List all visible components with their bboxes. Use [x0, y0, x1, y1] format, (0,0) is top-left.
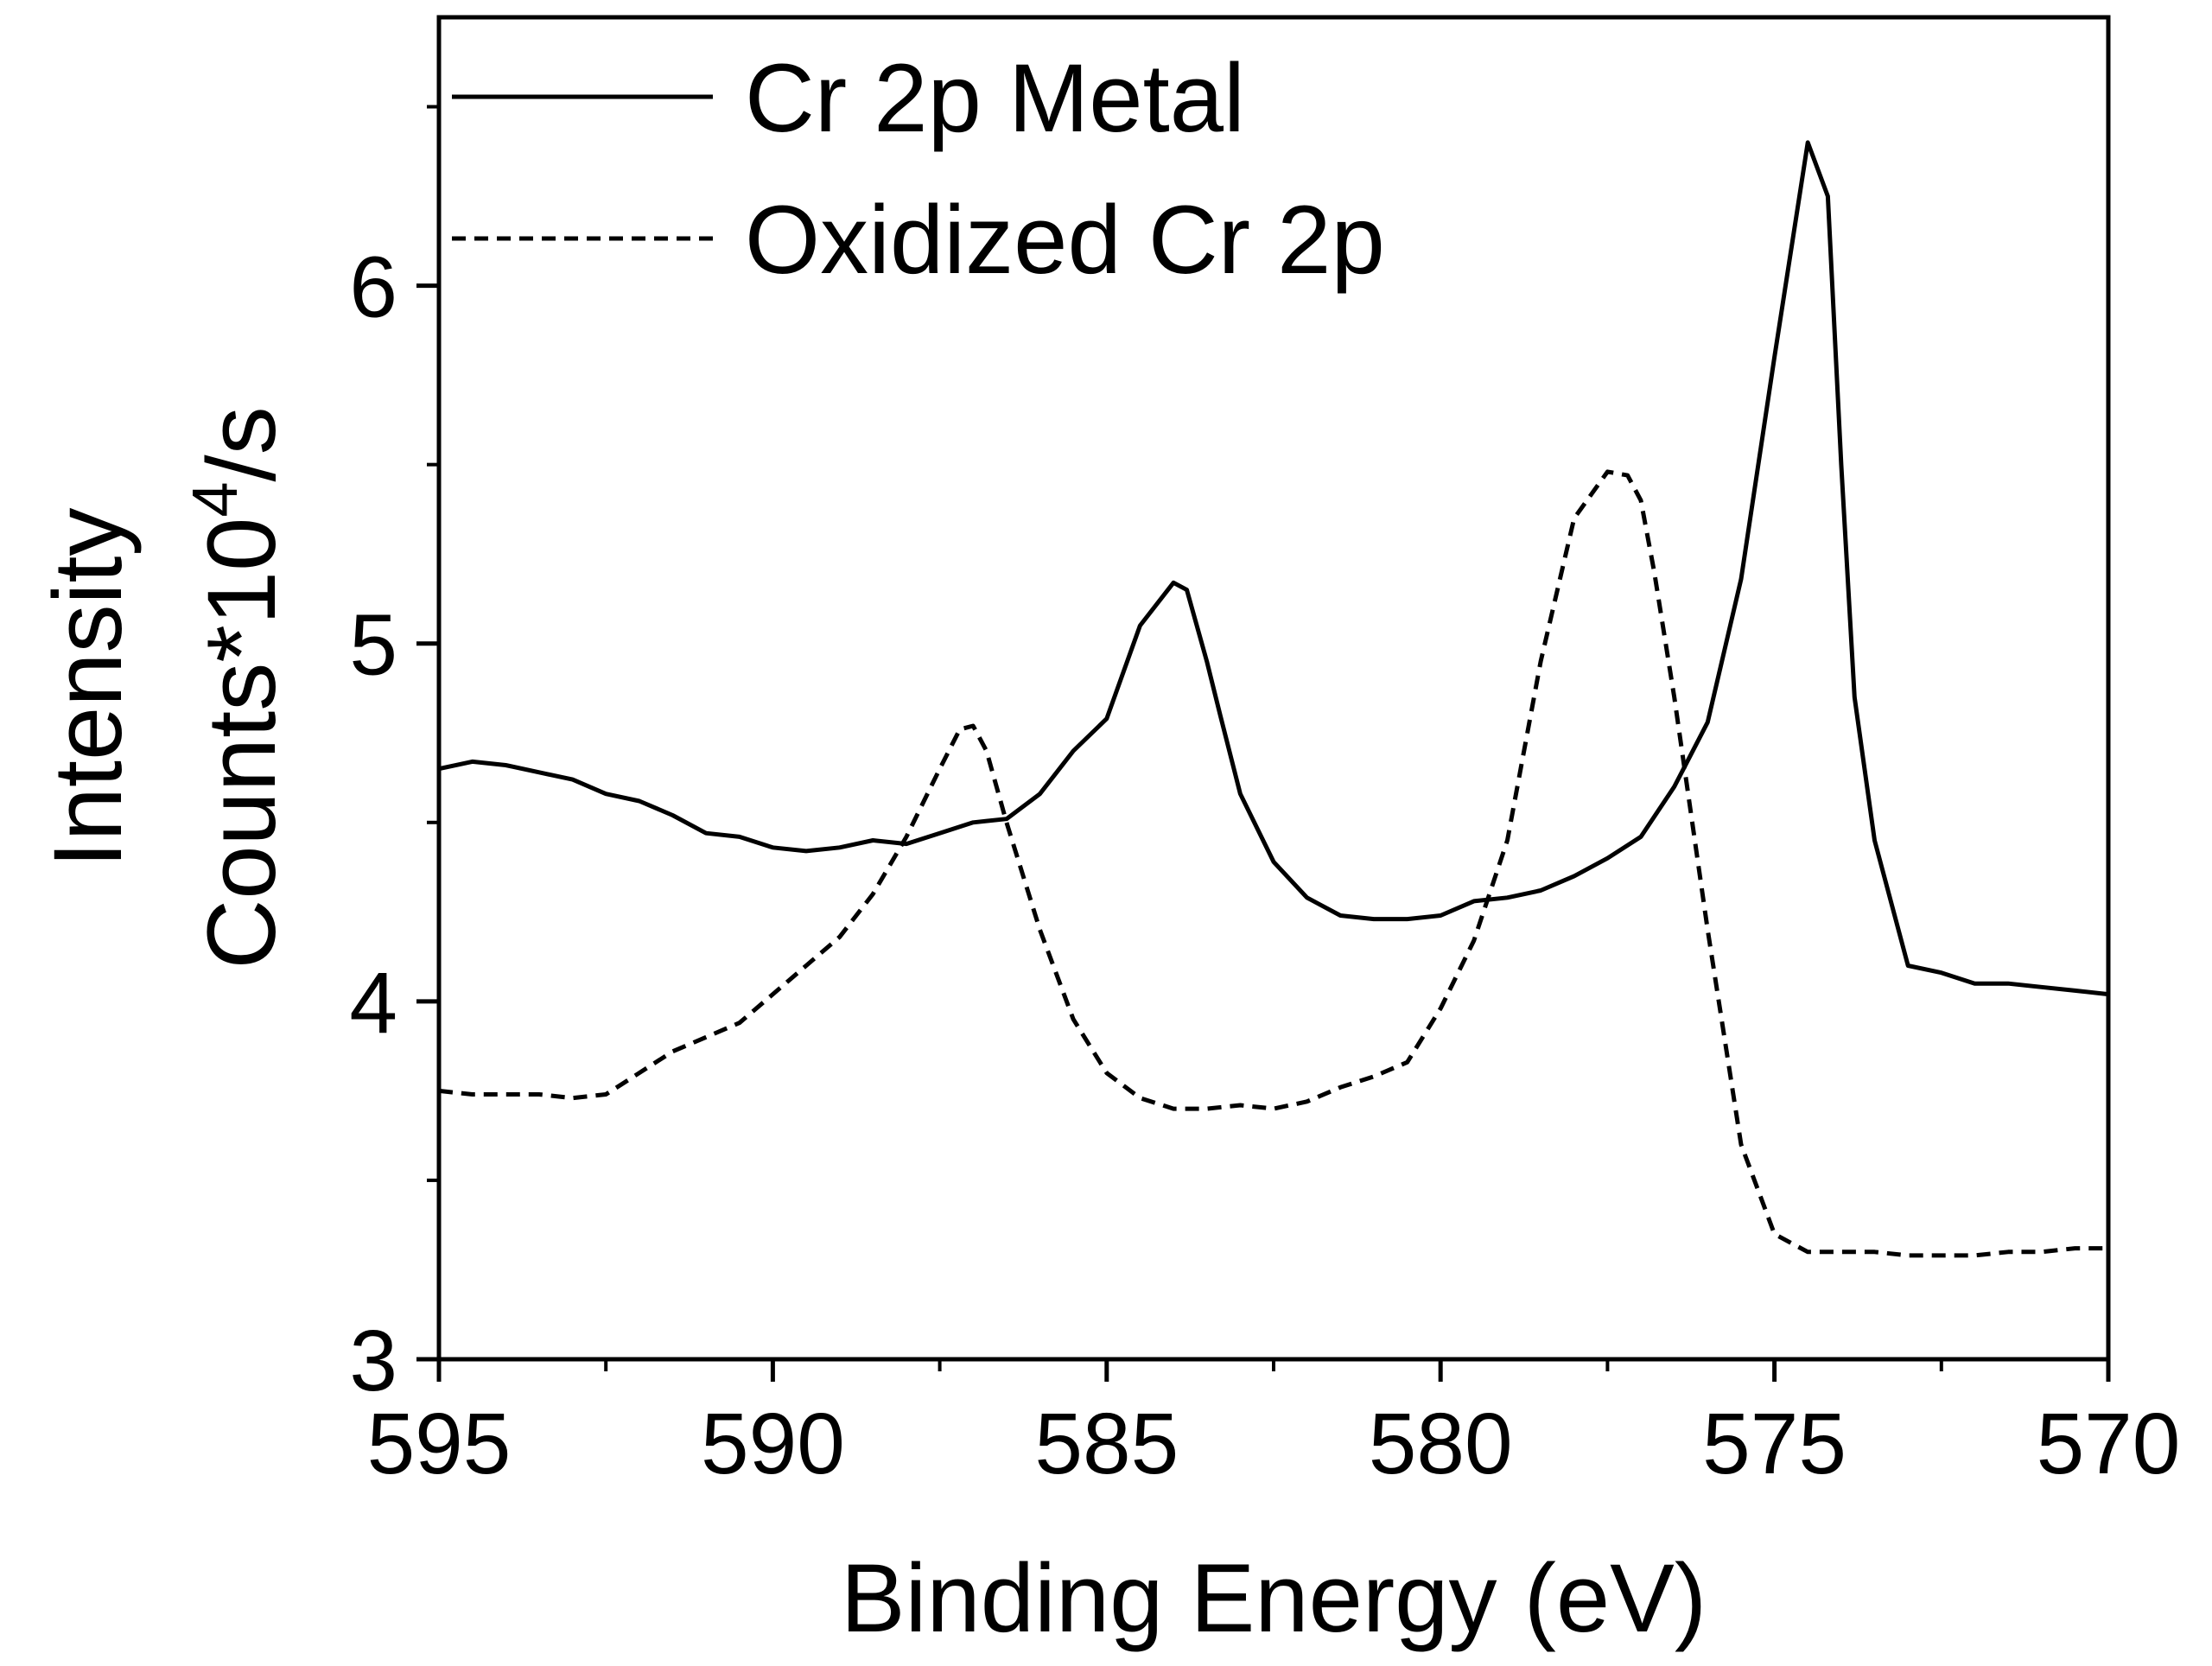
- legend-label-oxidized: Oxidized Cr 2p: [745, 186, 1385, 294]
- y-axis-title-sup: 4: [179, 481, 251, 517]
- x-tick-label: 580: [1369, 1396, 1513, 1492]
- x-tick-label: 590: [701, 1396, 845, 1492]
- y-tick-label: 4: [349, 955, 397, 1052]
- legend: Cr 2p Metal Oxidized Cr 2p: [452, 44, 1385, 294]
- ticks-layer: 595 590 585 580 575 570 3 4 5 6: [349, 105, 2181, 1492]
- y-axis-title-line2: Counts*104/s: [179, 406, 296, 969]
- y-tick-label: 3: [349, 1313, 397, 1409]
- y-tick-label: 5: [349, 597, 397, 694]
- y-axis-title-suffix: /s: [188, 406, 296, 481]
- legend-label-metal: Cr 2p Metal: [745, 44, 1245, 152]
- x-tick-label: 585: [1034, 1396, 1179, 1492]
- y-axis-title-prefix: Counts*10: [188, 518, 296, 970]
- y-tick-label: 6: [349, 239, 397, 336]
- x-tick-label: 575: [1702, 1396, 1847, 1492]
- series-layer: [438, 140, 2109, 1258]
- x-tick-label: 595: [367, 1396, 512, 1492]
- x-axis-title: Binding Energy (eV): [841, 1544, 1707, 1652]
- x-tick-label: 570: [2037, 1396, 2181, 1492]
- series-line-cr-2p-metal: [438, 140, 2109, 997]
- y-axis-title-line1: Intensity: [34, 507, 142, 868]
- series-line-oxidized-cr-2p: [438, 469, 2108, 1258]
